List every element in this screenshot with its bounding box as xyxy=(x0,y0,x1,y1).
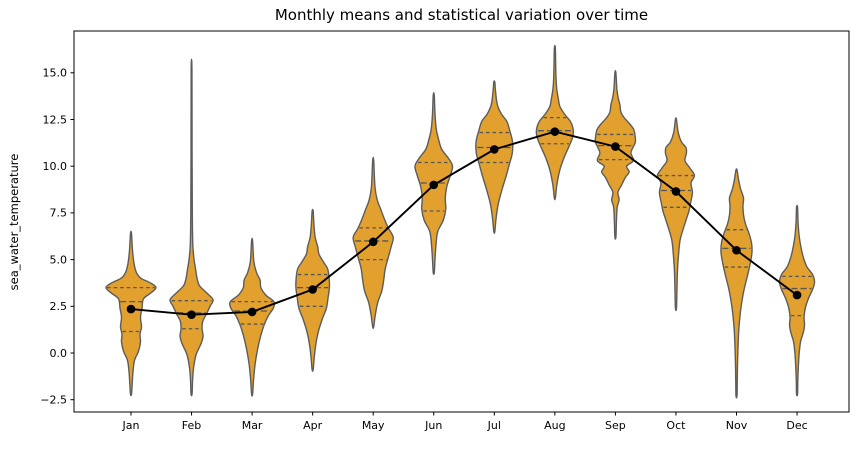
x-tick-label-jun: Jun xyxy=(424,419,442,432)
y-tick-label: 5.0 xyxy=(50,253,68,266)
violin-shape xyxy=(720,168,753,399)
plot-border xyxy=(73,30,850,413)
violin-shape xyxy=(656,117,696,312)
mean-line xyxy=(130,130,798,316)
chart-title: Monthly means and statistical variation … xyxy=(274,6,649,24)
mean-marker-mar xyxy=(247,307,257,317)
x-tick-label-oct: Oct xyxy=(666,419,686,432)
x-tick-label-aug: Aug xyxy=(544,419,565,432)
y-tick-label: 0.0 xyxy=(50,347,68,360)
violin-oct xyxy=(656,117,696,312)
violin-shape xyxy=(169,58,214,397)
violin-mar xyxy=(229,237,276,397)
mean-marker-nov xyxy=(732,245,741,255)
violin-shape xyxy=(105,230,157,397)
mean-marker-jul xyxy=(490,145,499,154)
violin-shape xyxy=(594,70,637,240)
violin-shape xyxy=(535,44,575,201)
violin-shape xyxy=(475,80,514,234)
violin-aug xyxy=(535,44,575,201)
x-tick-label-mar: Mar xyxy=(242,419,263,432)
y-tick-label: 12.5 xyxy=(43,113,68,126)
violin-sep xyxy=(594,70,637,240)
violin-shape xyxy=(229,237,276,397)
y-tick-label: 10.0 xyxy=(43,160,68,173)
x-tick-label-jan: Jan xyxy=(122,419,140,432)
x-tick-label-may: May xyxy=(362,419,385,432)
x-tick-label-feb: Feb xyxy=(182,419,201,432)
violin-nov xyxy=(720,168,753,399)
mean-marker-apr xyxy=(308,285,317,294)
mean-marker-feb xyxy=(187,310,196,320)
x-tick-label-apr: Apr xyxy=(303,419,323,432)
mean-marker-may xyxy=(368,237,378,247)
y-tick-label: 7.5 xyxy=(50,207,68,220)
y-tick-label: 2.5 xyxy=(50,300,68,313)
y-tick-label: −2.5 xyxy=(40,394,67,407)
mean-marker-jan xyxy=(126,304,136,314)
violin-feb xyxy=(169,58,214,397)
y-tick-label: 15.0 xyxy=(43,67,68,80)
x-tick-label-jul: Jul xyxy=(487,419,501,432)
mean-marker-aug xyxy=(550,127,560,136)
mean-marker-dec xyxy=(792,290,802,300)
violin-jan xyxy=(105,230,157,397)
violin-jul xyxy=(475,80,514,234)
mean-marker-jun xyxy=(429,180,439,190)
mean-marker-oct xyxy=(671,187,681,196)
x-tick-label-nov: Nov xyxy=(726,419,748,432)
violin-shape xyxy=(778,204,816,397)
x-tick-label-dec: Dec xyxy=(786,419,807,432)
x-tick-label-sep: Sep xyxy=(605,419,626,432)
violin-dec xyxy=(778,204,816,397)
mean-marker-sep xyxy=(611,142,620,151)
